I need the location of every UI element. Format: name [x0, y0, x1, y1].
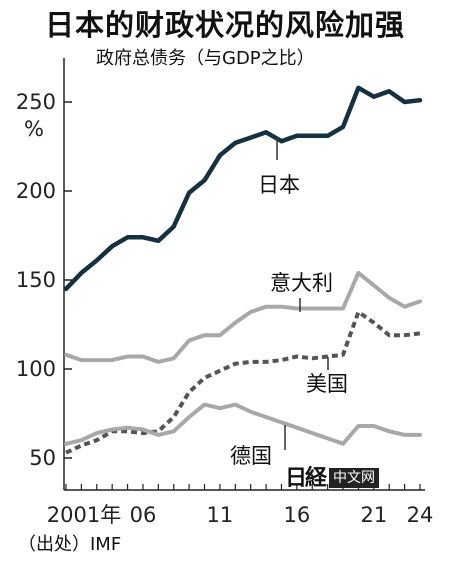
y-tick-label: 250 — [16, 90, 56, 114]
series-label: 美国 — [306, 372, 348, 396]
chart-subtitle: 政府总债务（与GDP之比） — [96, 48, 315, 69]
source-note: （出处）IMF — [18, 534, 122, 555]
nikkei-logo: 日経 中文网 — [285, 465, 380, 491]
chart-axes: 50 100 150 200 250 2001年 06 11 16 21 24 — [16, 58, 433, 527]
x-tick-label: 11 — [207, 503, 234, 527]
y-tick-label: 200 — [16, 179, 56, 203]
x-tick-label: 16 — [284, 503, 311, 527]
series-line-0 — [63, 85, 423, 292]
y-tick-label: 100 — [16, 357, 56, 381]
y-tick-label: 50 — [29, 446, 56, 470]
logo-mark: 日経 — [285, 465, 327, 491]
series-label: 日本 — [258, 173, 300, 197]
x-tick-label: 06 — [130, 503, 157, 527]
x-tick-label: 21 — [360, 503, 387, 527]
series-line-3 — [64, 402, 422, 446]
series-lines — [63, 85, 423, 455]
series-label: 德国 — [230, 444, 272, 468]
series-label: 意大利 — [270, 271, 333, 295]
x-tick-label: 24 — [407, 503, 434, 527]
chart-title: 日本的财政状况的风险加强 — [44, 8, 405, 42]
y-unit-label: % — [24, 117, 44, 141]
logo-box: 中文网 — [329, 468, 380, 488]
x-tick-label: 2001年 — [47, 503, 121, 527]
series-line-1 — [64, 270, 422, 364]
y-tick-label: 150 — [16, 268, 56, 292]
series-line-2 — [65, 310, 421, 455]
